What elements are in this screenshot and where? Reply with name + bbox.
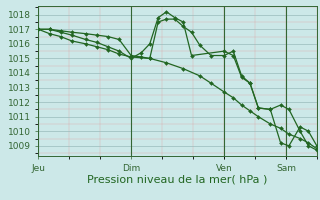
X-axis label: Pression niveau de la mer( hPa ): Pression niveau de la mer( hPa ) [87, 174, 268, 184]
